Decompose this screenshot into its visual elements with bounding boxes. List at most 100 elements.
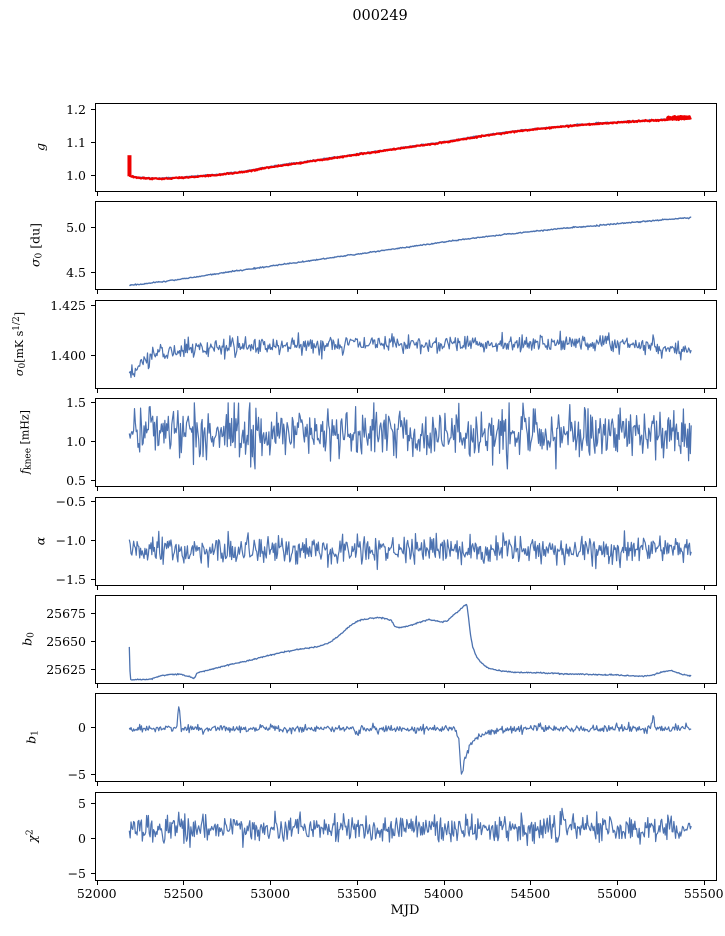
y-tick-mark: [91, 479, 95, 481]
x-tick-mark: [356, 487, 358, 491]
x-tick-mark: [356, 389, 358, 393]
y-tick-label: −1.5: [55, 571, 86, 587]
y-tick-mark: [91, 226, 95, 228]
x-tick-mark: [443, 684, 445, 688]
x-tick-mark: [96, 290, 98, 294]
y-tick-label: 4.5: [66, 264, 86, 280]
x-tick-mark: [617, 881, 618, 885]
subplot-fknee: [95, 398, 717, 487]
x-tick-mark: [183, 290, 185, 294]
y-axis-label-segment: g: [32, 142, 48, 151]
y-tick-label: 25625: [46, 662, 86, 678]
x-tick-mark: [443, 487, 445, 491]
y-tick-label: 1.0: [66, 434, 86, 449]
y-tick-mark: [91, 305, 95, 307]
x-tick-mark: [530, 290, 532, 294]
y-tick-mark: [91, 141, 95, 143]
y-tick-label: 0.5: [66, 472, 86, 488]
x-tick-mark: [617, 290, 618, 294]
x-tick-mark: [443, 192, 445, 196]
y-axis-label-segment: χ: [24, 834, 40, 843]
y-axis-label-segment: 0: [26, 631, 37, 638]
x-tick-mark: [530, 389, 532, 393]
y-tick-mark: [91, 175, 95, 177]
plot-area-fknee: [128, 402, 692, 470]
plot-area-sigma0-du: [129, 216, 692, 287]
plot-area-b1: [128, 706, 692, 775]
x-tick-mark: [703, 586, 705, 590]
plot-area-sigma0-mK: [128, 330, 692, 379]
series-gain-red-end-cluster: [665, 115, 692, 121]
y-axis-label-segment: 0: [18, 362, 28, 369]
x-tick-mark: [356, 684, 358, 688]
x-tick-mark: [96, 586, 98, 590]
series-fknee: [128, 402, 692, 470]
x-tick-mark: [443, 290, 445, 294]
x-tick-mark: [443, 389, 445, 393]
x-tick-mark: [530, 487, 532, 491]
y-tick-mark: [91, 837, 95, 839]
subplot-b0: [95, 595, 717, 684]
x-tick-mark: [183, 684, 185, 688]
y-axis-label-segment: α: [32, 536, 48, 545]
x-tick-mark: [183, 782, 185, 786]
x-tick-label: 54000: [423, 886, 464, 901]
y-tick-label: −0.5: [55, 494, 86, 510]
y-tick-label: 0: [78, 830, 86, 846]
series-b1: [128, 706, 692, 775]
x-tick-mark: [617, 586, 618, 590]
x-tick-mark: [443, 782, 445, 786]
x-tick-label: 52000: [76, 886, 117, 901]
y-tick-mark: [91, 441, 95, 442]
x-tick-mark: [270, 389, 272, 393]
x-tick-mark: [530, 881, 532, 885]
y-axis-label-segment: 2: [25, 828, 36, 835]
y-tick-mark: [91, 669, 95, 671]
x-tick-label: 53500: [336, 886, 377, 901]
y-tick-mark: [91, 108, 95, 110]
y-tick-mark: [91, 402, 95, 404]
y-tick-label: −1.0: [55, 533, 86, 548]
y-axis-label-sigma0-mK: σ0[mK s1/2]: [12, 311, 28, 375]
x-tick-mark: [96, 487, 98, 491]
y-tick-label: 25650: [46, 633, 86, 649]
series-gain-data-red: [128, 117, 692, 181]
y-tick-mark: [91, 612, 95, 614]
subplot-g: [95, 103, 717, 192]
subplot-alpha: [95, 497, 717, 586]
x-tick-mark: [530, 684, 532, 688]
y-axis-label-segment: σ: [13, 368, 26, 376]
x-axis-label: MJD: [390, 903, 420, 918]
y-axis-label-g: g: [33, 142, 48, 150]
x-tick-mark: [530, 192, 532, 196]
y-axis-label-segment: [mK s: [13, 330, 26, 363]
y-tick-label: 1.2: [66, 101, 86, 117]
x-tick-mark: [270, 881, 272, 885]
y-tick-label: 1.5: [66, 395, 86, 411]
y-tick-mark: [91, 640, 95, 642]
figure-title: 000249: [352, 8, 408, 24]
series-sigma0-mK: [128, 330, 692, 379]
series-b0: [128, 603, 692, 681]
x-tick-mark: [96, 389, 98, 393]
subplot-chi2: [95, 792, 717, 881]
x-tick-label: 55500: [683, 886, 724, 901]
x-tick-mark: [703, 684, 705, 688]
plot-area-chi2: [128, 807, 692, 848]
x-tick-label: 53000: [250, 886, 291, 901]
x-tick-mark: [443, 586, 445, 590]
series-gain-model-blue: [129, 117, 692, 180]
y-tick-label: 0: [78, 720, 86, 736]
x-tick-mark: [96, 782, 98, 786]
x-tick-mark: [183, 881, 185, 885]
y-tick-label: 1.425: [50, 298, 86, 314]
y-tick-mark: [91, 578, 95, 580]
x-tick-mark: [96, 192, 98, 196]
y-tick-mark: [91, 540, 95, 541]
x-tick-label: 54500: [510, 886, 551, 901]
y-axis-label-segment: [du]: [27, 222, 43, 253]
x-tick-mark: [443, 881, 445, 885]
y-tick-mark: [91, 727, 95, 729]
y-axis-label-segment: 1: [30, 729, 41, 736]
